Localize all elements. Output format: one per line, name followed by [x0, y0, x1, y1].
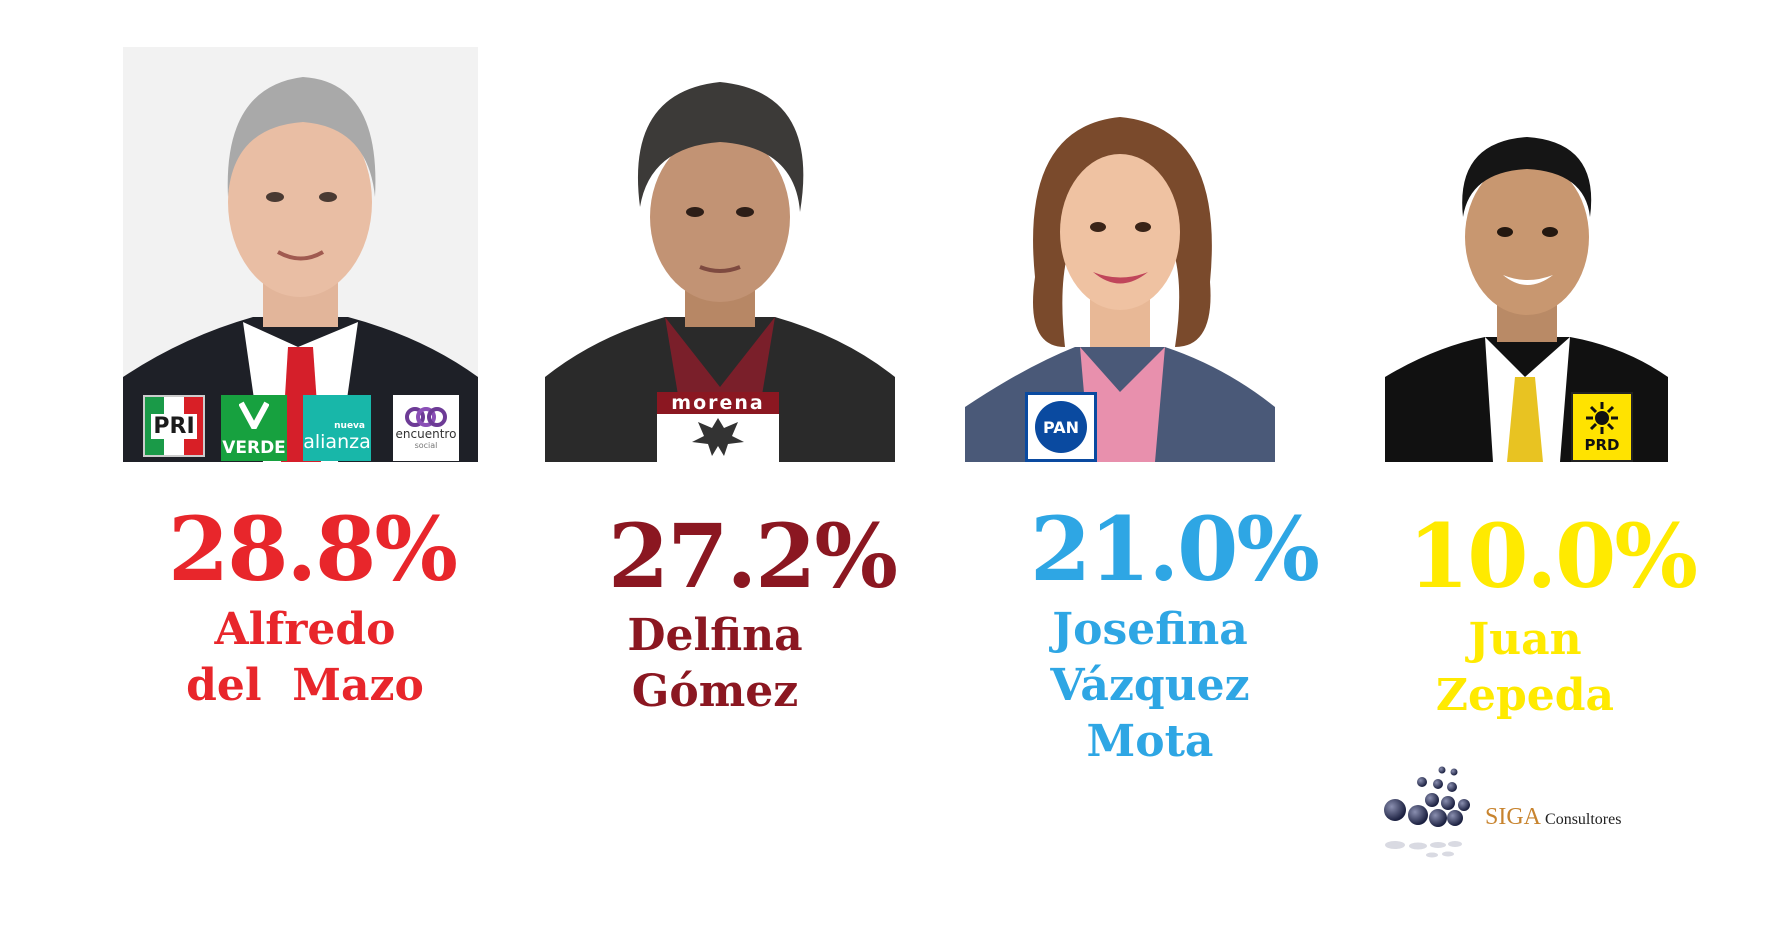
name-line: Juan [1468, 614, 1582, 665]
vote-percent-del-mazo: 28.8% [168, 497, 458, 601]
siga-consultores-label: SIGA Consultores [1485, 804, 1621, 831]
candidate-photo-vazquez-mota: PAN [965, 47, 1275, 462]
name-line: Josefina [1052, 604, 1248, 655]
verde-logo: VERDE [221, 395, 287, 461]
name-line: Alfredo [214, 604, 396, 655]
morena-logo: morena [657, 392, 779, 462]
name-line: Zepeda [1435, 670, 1615, 721]
candidate-name-gomez: Delfina Gómez [570, 608, 860, 720]
candidate-photo-del-mazo: PRI VERDE nueva alianza encuentro social [123, 47, 478, 462]
siga-logo-mark [1384, 766, 1470, 858]
name-line: Delfina [627, 610, 803, 661]
name-line: Vázquez [1050, 660, 1250, 711]
vote-percent-zepeda: 10.0% [1408, 504, 1698, 608]
siga-consultores-watermark: SIGA Consultores [1380, 760, 1640, 870]
encuentro-social-logo: encuentro social [393, 395, 459, 461]
siga-brand-text: SIGA [1485, 804, 1542, 830]
candidate-name-del-mazo: Alfredo del Mazo [160, 602, 450, 714]
consultores-text: Consultores [1545, 811, 1622, 828]
candidate-name-zepeda: Juan Zepeda [1380, 612, 1670, 724]
name-line: Mota [1086, 716, 1214, 767]
candidate-photo-gomez: morena [545, 47, 895, 462]
vote-percent-vazquez-mota: 21.0% [1030, 497, 1320, 601]
pri-logo: PRI [143, 395, 205, 457]
candidate-photo-zepeda: PRD [1385, 47, 1668, 462]
name-line: del Mazo [186, 660, 424, 711]
pan-logo: PAN [1025, 392, 1097, 462]
nueva-alianza-logo: nueva alianza [303, 395, 371, 461]
candidate-name-vazquez-mota: Josefina Vázquez Mota [1000, 602, 1300, 770]
vote-percent-gomez: 27.2% [608, 504, 898, 608]
name-line: Gómez [631, 666, 799, 717]
prd-logo: PRD [1571, 392, 1633, 462]
